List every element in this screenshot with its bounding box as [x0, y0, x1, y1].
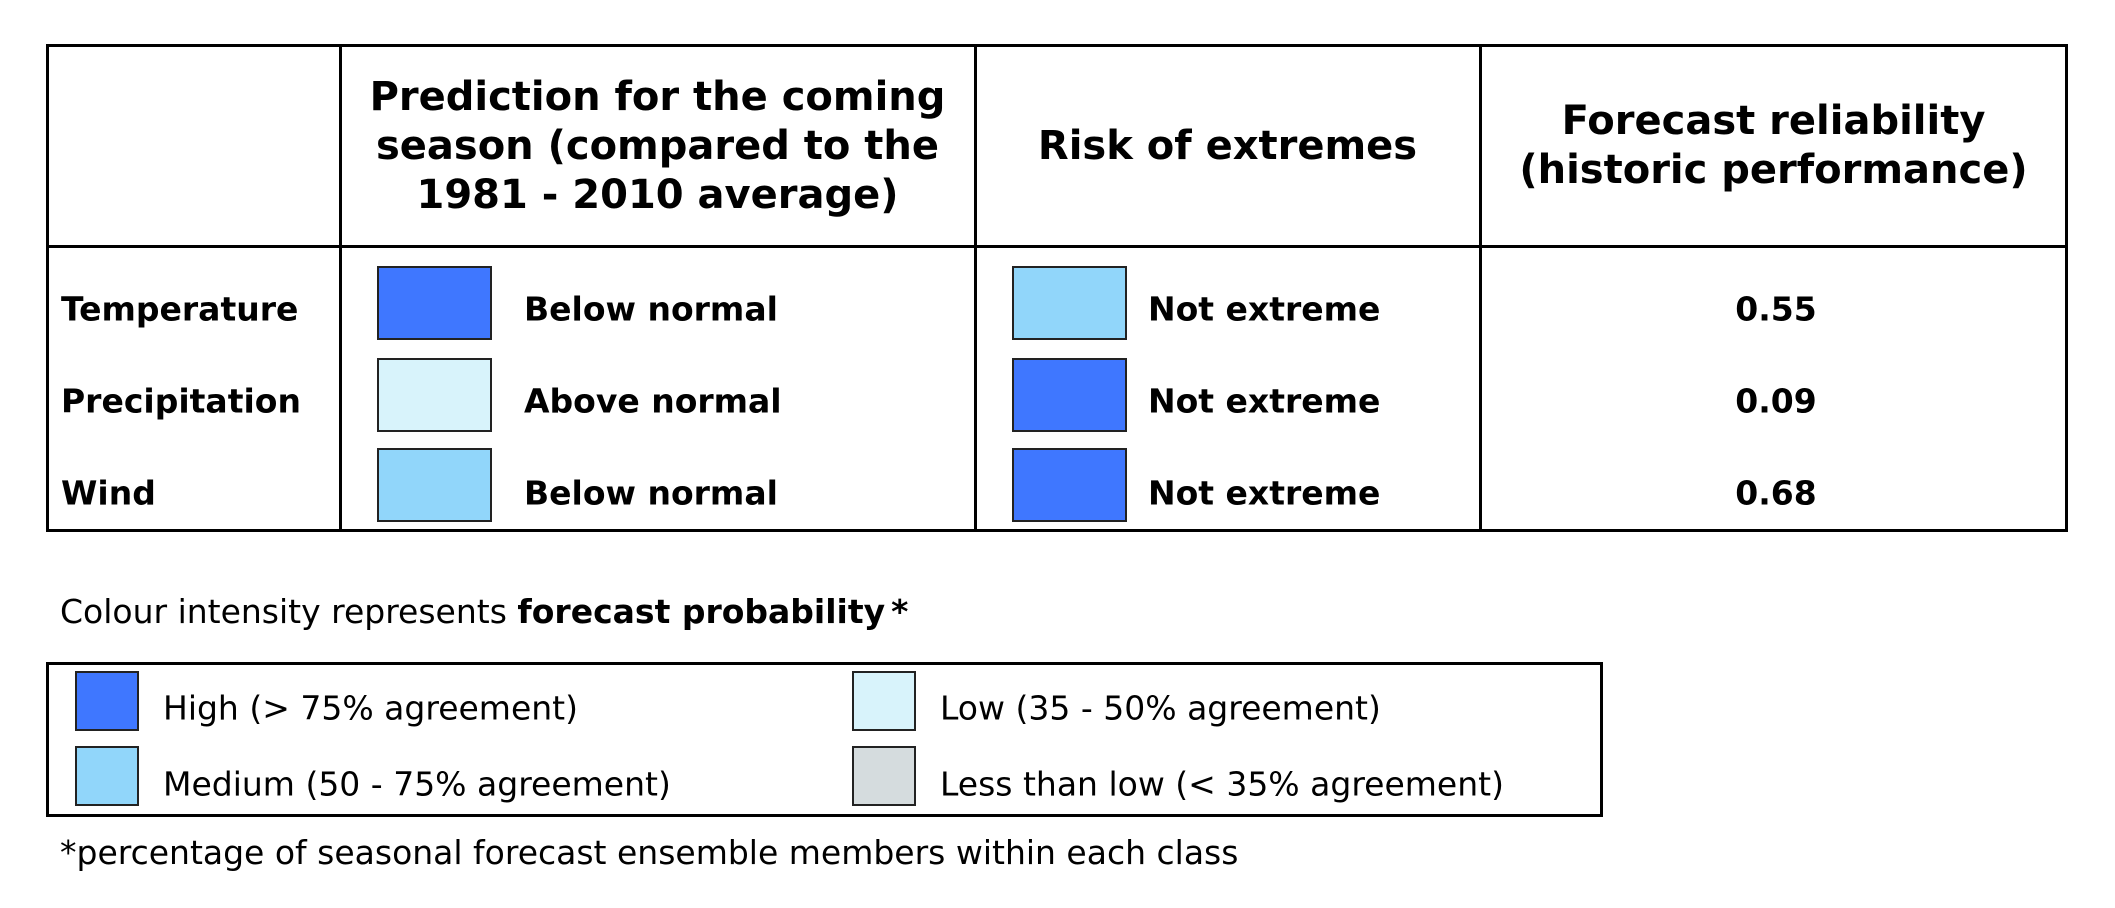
- extreme-text-wind: Not extreme: [1148, 473, 1381, 513]
- extreme-text-precipitation: Not extreme: [1148, 381, 1381, 421]
- header-forecast-reliability: Forecast reliability (historic performan…: [1519, 98, 2028, 193]
- legend-swatch-high: [75, 671, 139, 731]
- prediction-swatch-temperature: [377, 266, 492, 340]
- footnote: *percentage of seasonal forecast ensembl…: [60, 833, 1239, 872]
- extreme-swatch-precipitation: [1012, 358, 1127, 432]
- column-divider: [974, 47, 977, 529]
- reliability-value-wind: 0.68: [1735, 473, 1817, 513]
- legend-label-less-than-low: Less than low (< 35% agreement): [940, 764, 1504, 804]
- header-risk-of-extremes: Risk of extremes: [1037, 122, 1418, 169]
- prediction-text-wind: Below normal: [524, 473, 778, 513]
- legend-caption: Colour intensity represents forecast pro…: [60, 592, 908, 631]
- row-label-precipitation: Precipitation: [61, 381, 301, 421]
- extreme-text-temperature: Not extreme: [1148, 289, 1381, 329]
- prediction-text-precipitation: Above normal: [524, 381, 782, 421]
- column-divider: [1479, 47, 1482, 529]
- extreme-swatch-wind: [1012, 448, 1127, 522]
- probability-legend: High (> 75% agreement) Medium (50 - 75% …: [46, 662, 1603, 817]
- prediction-text-temperature: Below normal: [524, 289, 778, 329]
- header-prediction: Prediction for the coming season (compar…: [369, 73, 946, 218]
- caption-asterisk: *: [891, 592, 909, 631]
- extreme-swatch-temperature: [1012, 266, 1127, 340]
- row-label-wind: Wind: [61, 473, 156, 513]
- reliability-value-precipitation: 0.09: [1735, 381, 1817, 421]
- legend-label-medium: Medium (50 - 75% agreement): [163, 764, 671, 804]
- row-label-temperature: Temperature: [61, 289, 299, 329]
- caption-prefix: Colour intensity represents: [60, 592, 518, 631]
- legend-swatch-low: [852, 671, 916, 731]
- legend-label-low: Low (35 - 50% agreement): [940, 688, 1381, 728]
- legend-swatch-medium: [75, 746, 139, 806]
- forecast-table: Prediction for the coming season (compar…: [46, 44, 2068, 532]
- prediction-swatch-wind: [377, 448, 492, 522]
- caption-bold: forecast probability: [517, 592, 886, 631]
- reliability-value-temperature: 0.55: [1735, 289, 1817, 329]
- prediction-swatch-precipitation: [377, 358, 492, 432]
- header-divider: [49, 245, 2065, 248]
- legend-label-high: High (> 75% agreement): [163, 688, 578, 728]
- legend-swatch-less-than-low: [852, 746, 916, 806]
- column-divider: [339, 47, 342, 529]
